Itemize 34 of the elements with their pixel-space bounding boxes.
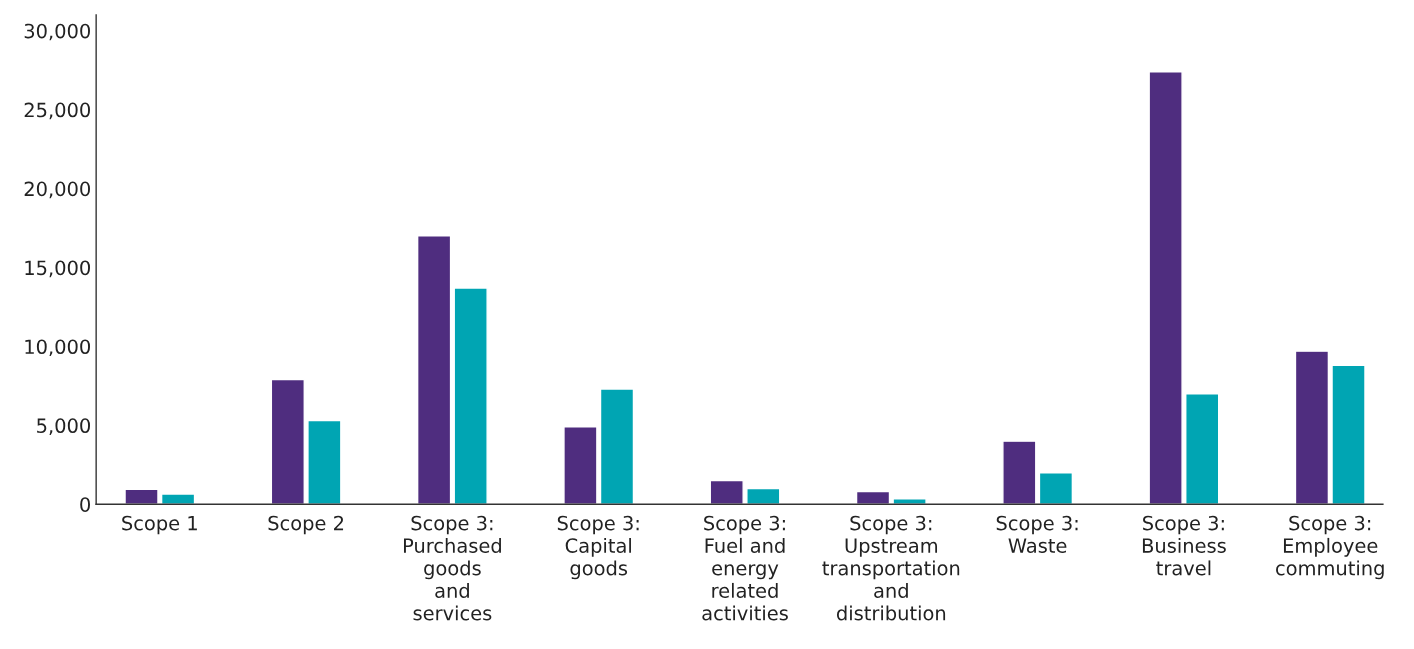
bar	[1331, 364, 1366, 505]
x-tick-label: Scope 3: Purchased goods and services	[403, 515, 501, 621]
bar	[1294, 350, 1330, 505]
bar	[307, 419, 342, 505]
bar	[855, 490, 891, 505]
bar	[892, 498, 927, 505]
x-tick-label: Scope 3: Employee commuting	[1276, 515, 1384, 580]
bar	[124, 488, 159, 505]
bar	[1185, 393, 1220, 505]
bar	[453, 287, 488, 505]
x-tick-label: Scope 3: Capital goods	[557, 515, 639, 580]
x-tick-label: Scope 1	[122, 515, 197, 535]
bar	[270, 378, 305, 505]
x-tick-label: Scope 3: Business travel	[1142, 515, 1226, 576]
bar	[709, 479, 744, 505]
bar	[599, 388, 635, 505]
bar	[160, 493, 196, 505]
y-tick-label: 30,000	[24, 23, 90, 41]
x-tick-label: Scope 3: Upstream transportation and distribution	[822, 515, 960, 621]
x-tick-label: Scope 3: Fuel and energy related activities	[702, 515, 788, 621]
x-tick-label: Scope 2	[268, 515, 344, 535]
y-tick-label: 10,000	[25, 339, 90, 357]
bar	[1002, 440, 1037, 505]
y-tick-label: 15,000	[25, 260, 90, 278]
bar	[1038, 472, 1074, 505]
bar	[563, 426, 598, 505]
y-tick-label: 5,000	[37, 418, 90, 435]
y-tick-label: 25,000	[24, 102, 90, 120]
y-tick-label: 0	[80, 497, 90, 512]
bar	[746, 487, 781, 505]
x-tick-label: Scope 3: Waste	[996, 515, 1078, 553]
bar	[1148, 71, 1183, 505]
bar	[416, 235, 452, 505]
y-tick-label: 20,000	[24, 181, 90, 199]
